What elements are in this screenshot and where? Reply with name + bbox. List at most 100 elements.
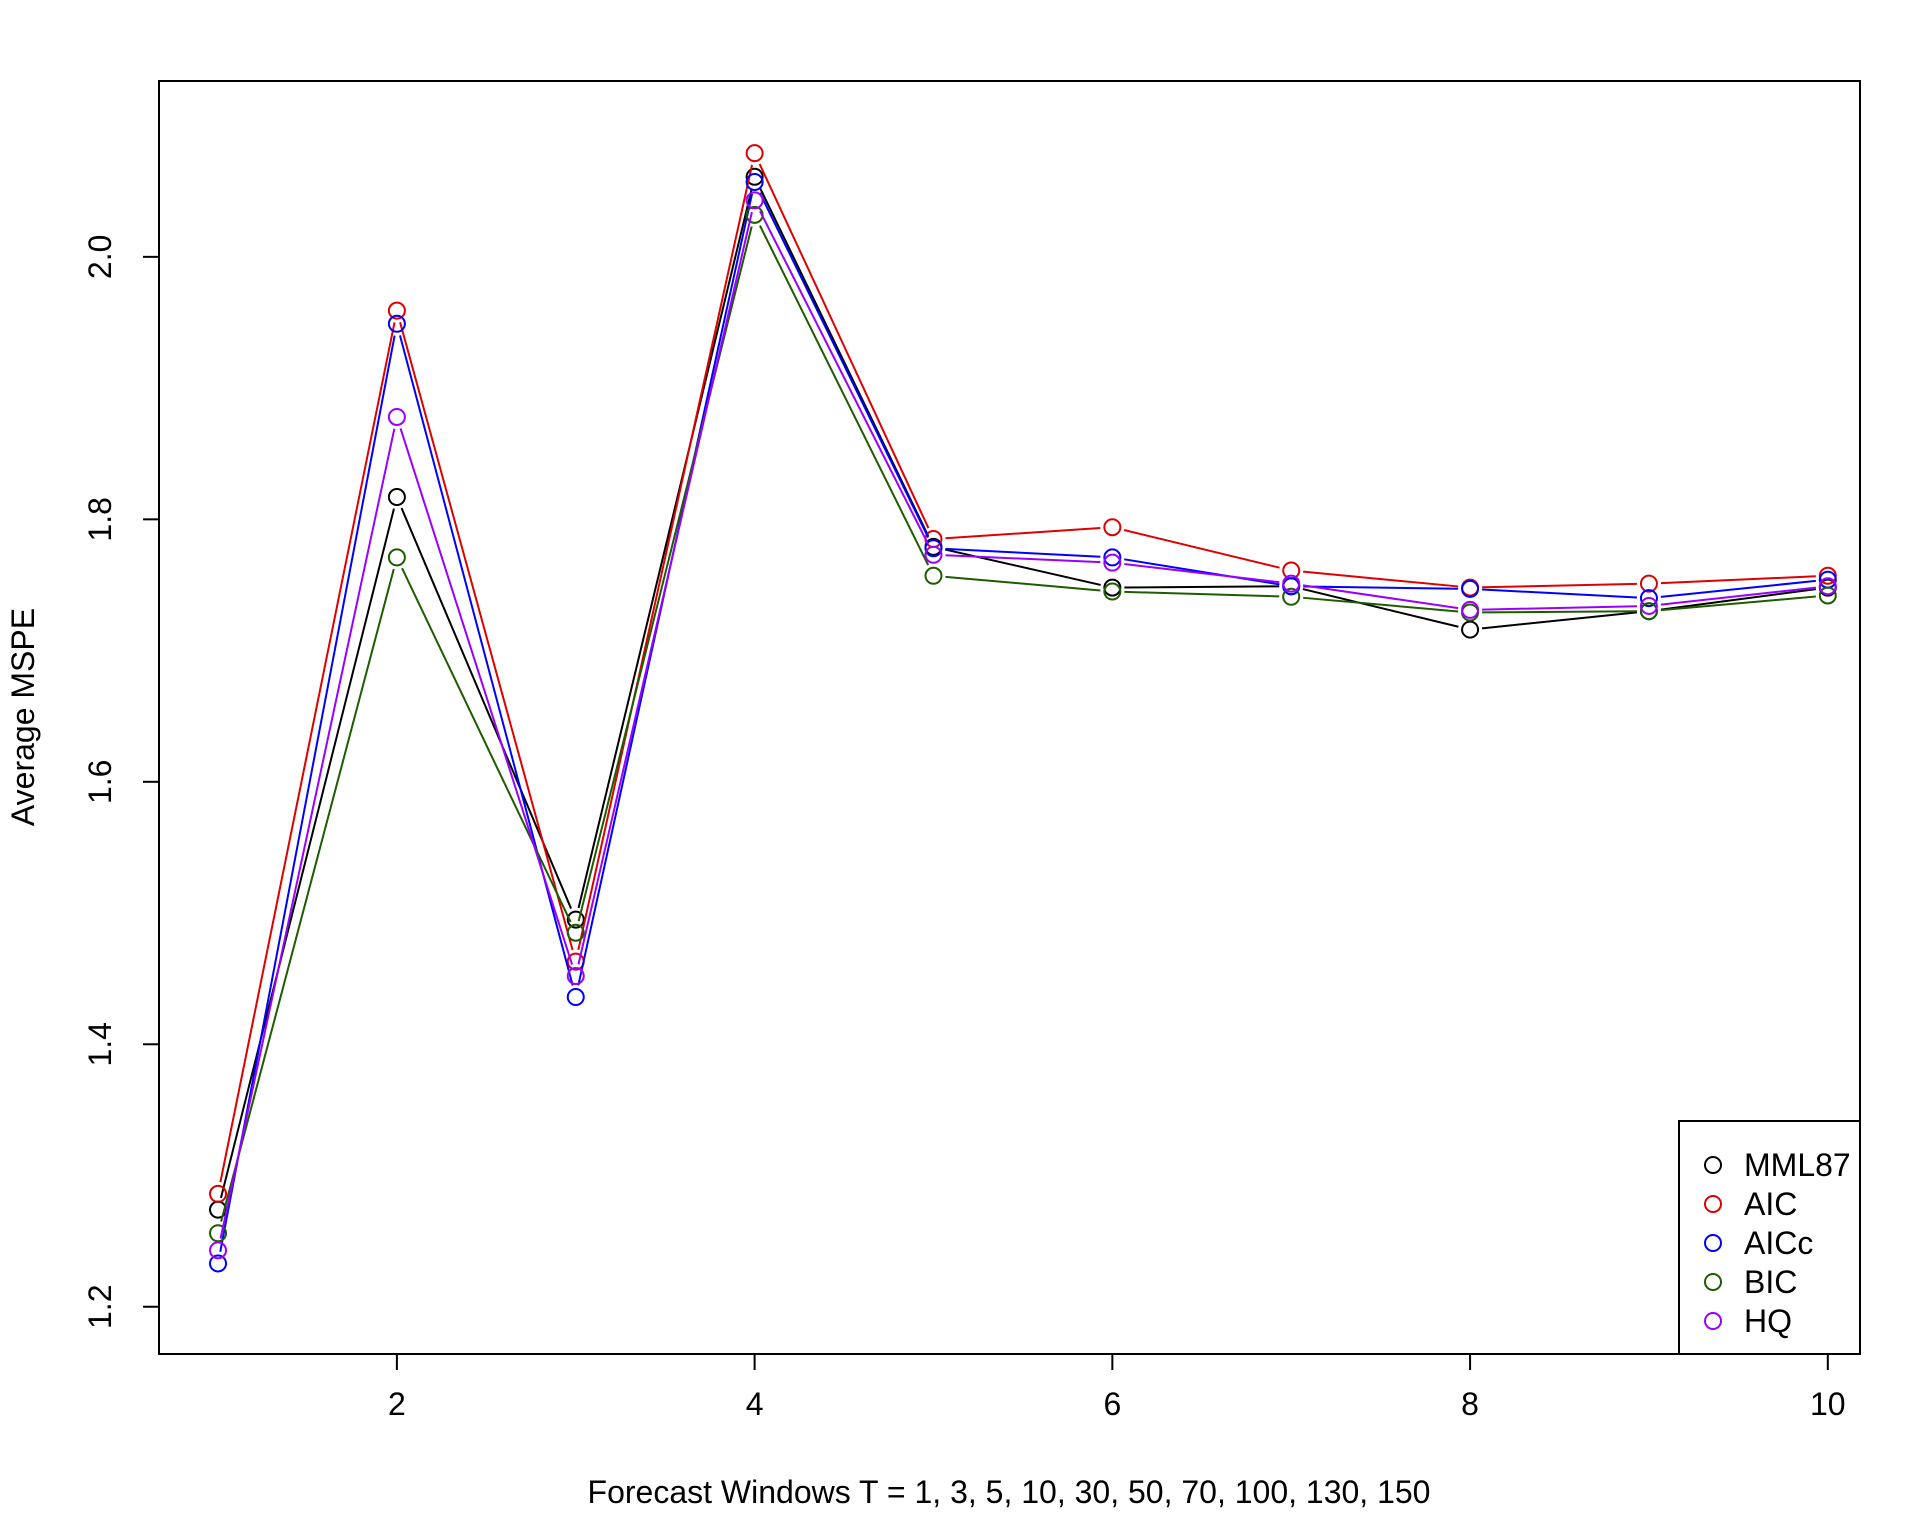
data-point xyxy=(1639,596,1658,615)
x-tick-label: 2 xyxy=(388,1386,406,1422)
legend-label: HQ xyxy=(1744,1303,1792,1339)
series-line-segment xyxy=(759,210,929,545)
data-point xyxy=(745,191,764,210)
data-point xyxy=(387,548,406,567)
series-line-segment xyxy=(1123,529,1280,569)
series-line-segment xyxy=(1303,596,1459,613)
series-line-segment xyxy=(577,188,753,909)
data-point xyxy=(924,545,943,564)
data-point xyxy=(1282,587,1301,606)
series-line-segment xyxy=(1302,584,1459,610)
data-point xyxy=(924,539,943,558)
legend-label: AIC xyxy=(1744,1186,1797,1222)
legend-label: BIC xyxy=(1744,1264,1797,1300)
series-line-segment xyxy=(945,547,1101,558)
y-tick-label: 1.6 xyxy=(82,760,118,804)
data-point xyxy=(1461,579,1480,598)
series-line-segment xyxy=(1482,610,1637,614)
data-point xyxy=(745,173,764,192)
series-line-segment xyxy=(219,508,395,1199)
series-line-segment xyxy=(401,567,572,923)
x-tick-label: 6 xyxy=(1103,1386,1121,1422)
data-point xyxy=(566,910,585,929)
x-axis-title: Forecast Windows T = 1, 3, 5, 10, 30, 50… xyxy=(588,1474,1431,1510)
y-tick-label: 1.2 xyxy=(82,1285,118,1329)
data-point xyxy=(209,1254,228,1273)
data-point xyxy=(387,314,406,333)
series-line-segment xyxy=(945,526,1101,540)
legend-marker xyxy=(1704,1156,1722,1174)
data-point xyxy=(1818,577,1837,596)
legend-marker xyxy=(1704,1312,1722,1330)
series-line-segment xyxy=(1124,590,1280,598)
x-tick-label: 8 xyxy=(1461,1386,1479,1422)
series-aic xyxy=(209,144,1837,1203)
data-point xyxy=(1818,586,1837,605)
series-line-segment xyxy=(219,428,396,1239)
data-point xyxy=(1639,589,1658,608)
series-line-segment xyxy=(1660,575,1816,585)
series-line-segment xyxy=(1660,579,1816,598)
y-axis: 1.2 1.4 1.6 1.8 2.0 xyxy=(82,235,159,1329)
series-line-segment xyxy=(1302,588,1459,628)
data-point xyxy=(1103,548,1122,567)
series-line-segment xyxy=(945,575,1101,592)
data-point xyxy=(1461,600,1480,619)
series-mml87 xyxy=(209,167,1837,1219)
series-line-segment xyxy=(1482,582,1637,589)
series-line-segment xyxy=(1303,585,1459,590)
data-point xyxy=(924,566,943,585)
series-line-segment xyxy=(577,164,754,951)
y-tick-label: 1.8 xyxy=(82,497,118,541)
legend-marker xyxy=(1704,1273,1722,1291)
series-line-segment xyxy=(1482,605,1637,611)
data-point xyxy=(1103,553,1122,572)
data-point xyxy=(209,1224,228,1243)
data-point xyxy=(745,144,764,163)
series-line-segment xyxy=(399,321,574,951)
legend-label: MML87 xyxy=(1744,1147,1851,1183)
series-line-segment xyxy=(1660,588,1817,611)
series-layer xyxy=(209,144,1837,1273)
series-line-segment xyxy=(219,335,396,1252)
series-line-segment xyxy=(758,163,930,529)
data-point xyxy=(566,967,585,986)
series-line-segment xyxy=(219,322,396,1183)
legend-marker xyxy=(1704,1234,1722,1252)
legend-marker xyxy=(1704,1195,1722,1213)
series-line-segment xyxy=(1481,611,1638,630)
legend-label: AICc xyxy=(1744,1225,1813,1261)
data-point xyxy=(387,488,406,507)
x-tick-label: 4 xyxy=(746,1386,764,1422)
y-tick-label: 2.0 xyxy=(82,235,118,279)
data-point xyxy=(1103,518,1122,537)
data-point xyxy=(1461,620,1480,639)
data-point xyxy=(387,301,406,320)
data-point xyxy=(1639,602,1658,621)
data-point xyxy=(745,167,764,186)
y-axis-title: Average MSPE xyxy=(5,608,41,826)
data-point xyxy=(566,923,585,942)
data-point xyxy=(566,988,585,1007)
series-hq xyxy=(209,191,1837,1260)
series-line-segment xyxy=(758,192,930,538)
data-point xyxy=(1103,582,1122,601)
series-line-segment xyxy=(220,568,395,1222)
x-tick-label: 10 xyxy=(1810,1386,1846,1422)
series-line-segment xyxy=(1303,570,1459,588)
series-line-segment xyxy=(577,211,753,965)
data-point xyxy=(1639,574,1658,593)
series-line-segment xyxy=(945,554,1101,564)
series-line-segment xyxy=(1660,586,1816,606)
x-axis: 2 4 6 8 10 xyxy=(388,1354,1846,1422)
data-point xyxy=(387,407,406,426)
plot-frame xyxy=(158,80,1861,1355)
data-point xyxy=(209,1184,228,1203)
y-tick-label: 1.4 xyxy=(82,1022,118,1066)
series-line-segment xyxy=(1482,588,1638,599)
data-point xyxy=(1282,574,1301,593)
series-line-segment xyxy=(1660,595,1816,612)
